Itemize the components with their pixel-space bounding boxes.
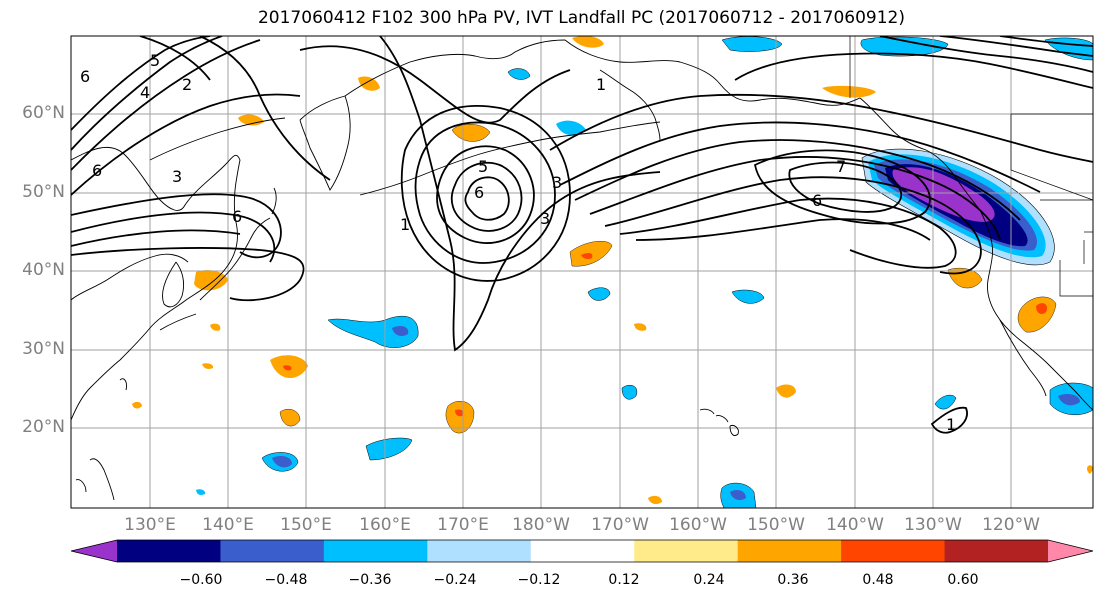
colorbar-segment [737,540,842,562]
colorbar-extend-low [71,540,117,562]
lon-label: 140°W [826,515,884,535]
map-background [71,36,1093,508]
contour-label: 2 [182,75,192,94]
contour-label: 6 [474,183,484,202]
lon-label: 180°W [512,515,570,535]
contour-label: 7 [836,157,846,176]
colorbar-extend-high [1048,540,1093,562]
contour-label: 1 [400,215,410,234]
contour-label: 6 [812,191,822,210]
colorbar-tick-label: −0.36 [348,572,392,588]
lat-label: 50°N [22,182,65,202]
contour-label: 6 [92,161,102,180]
colorbar-segment [427,540,532,562]
colorbar-tick-label: 0.36 [777,572,809,588]
contour-label: 3 [552,173,562,192]
graticule [71,36,1093,508]
colorbar-segment [841,540,946,562]
contour-label: 6 [232,207,242,226]
contour-label: 4 [140,83,150,102]
lon-label: 150°W [747,515,805,535]
colorbar-tick-label: −0.24 [433,572,477,588]
contour-labels: 6 5 2 4 3 6 5 6 3 1 7 6 6 3 1 1 [80,51,956,434]
lon-label: 150°E [280,515,332,535]
lat-label: 20°N [22,417,65,437]
contour-label: 5 [150,51,160,70]
political-borders [849,36,1093,297]
contour-label: 1 [596,75,606,94]
contour-label: 6 [80,67,90,86]
colorbar-segment [944,540,1049,562]
colorbar [70,539,1094,563]
colorbar-tick-label: 0.60 [947,572,979,588]
lat-label: 40°N [22,260,65,280]
pv-contours [71,36,1093,434]
colorbar-segment [323,540,428,562]
colorbar-tick-label: −0.60 [179,572,223,588]
lon-label: 140°E [202,515,254,535]
colorbar-tick-label: 0.24 [693,572,725,588]
lon-label: 170°E [437,515,489,535]
ivt-shading [132,36,1093,508]
colorbar-tick-label: 0.12 [608,572,640,588]
lon-label: 160°E [359,515,411,535]
colorbar-tick-label: −0.48 [264,572,308,588]
colorbar-segment [634,540,739,562]
lon-label: 130°E [124,515,176,535]
colorbar-outline [70,539,1094,563]
contour-label: 3 [540,209,550,228]
map-frame [70,35,1094,509]
colorbar-tick-label: −0.12 [517,572,561,588]
map-title: 2017060412 F102 300 hPa PV, IVT Landfall… [257,8,905,28]
colorbar-segment [530,540,635,562]
contour-label: 3 [172,167,182,186]
lon-label: 130°W [904,515,962,535]
coastlines [71,39,1093,501]
contour-label: 1 [946,415,956,434]
lat-label: 30°N [22,339,65,359]
colorbar-segment [220,540,325,562]
lat-label: 60°N [22,103,65,123]
lon-label: 160°W [669,515,727,535]
lon-label: 120°W [982,515,1040,535]
contour-label: 5 [478,157,488,176]
colorbar-tick-label: 0.48 [862,572,894,588]
lon-label: 170°W [591,515,649,535]
colorbar-segment [117,540,221,562]
